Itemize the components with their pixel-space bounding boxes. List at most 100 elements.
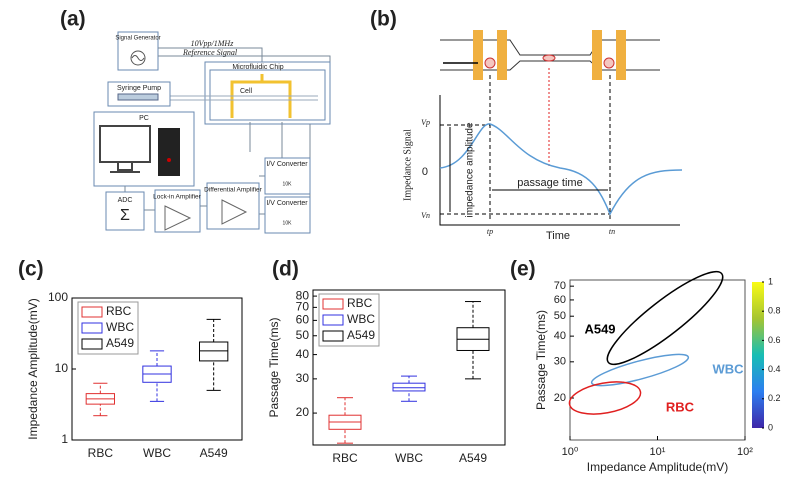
cluster-outline (606, 270, 724, 366)
colorbar-tick-label: 0.4 (768, 364, 781, 374)
x-tick-label: 10¹ (650, 446, 666, 458)
shape (449, 127, 608, 212)
shape (131, 55, 145, 61)
y-tick-label: 50 (296, 328, 310, 342)
legend-swatch (322, 330, 344, 342)
label: passage time (517, 177, 582, 189)
legend-label: RBC (106, 304, 132, 318)
y-tick-label: 40 (554, 330, 566, 342)
shape (264, 157, 311, 195)
y-axis-label: Passage Time(ms) (267, 317, 281, 417)
shape (204, 61, 331, 125)
legend-swatch (322, 314, 344, 326)
panel-label: (b) (370, 8, 397, 31)
x-tick-label: RBC (88, 446, 114, 460)
label: tn (609, 227, 615, 236)
label: 10K (283, 181, 293, 187)
x-tick-label: RBC (332, 451, 358, 465)
label: Microfluidic Chip (232, 64, 283, 71)
legend-swatch (81, 306, 103, 318)
legend-label: WBC (347, 312, 375, 326)
shape (473, 30, 483, 80)
x-tick-label: A549 (459, 451, 487, 465)
shape: Σ (120, 207, 130, 224)
label: tp (487, 227, 493, 236)
shape (154, 189, 201, 233)
plot-frame (312, 289, 506, 446)
shape (264, 196, 311, 234)
shape (439, 95, 680, 226)
shape (439, 123, 683, 216)
y-tick-label: 60 (554, 294, 566, 306)
legend-label: RBC (347, 296, 373, 310)
y-tick-label: 10 (55, 361, 69, 375)
y-tick-label: 20 (296, 405, 310, 419)
shape (110, 162, 140, 173)
y-tick-label: 20 (554, 392, 566, 404)
legend-swatch (81, 322, 103, 334)
shape (221, 199, 248, 225)
label: PC (139, 115, 149, 122)
y-tick-label: 30 (296, 371, 310, 385)
box (199, 341, 229, 362)
label: Differential Amplifier (204, 187, 263, 194)
shape (117, 93, 159, 101)
label: Impedance Signal (402, 129, 413, 201)
legend-label: A549 (347, 328, 375, 342)
legend-label: A549 (106, 336, 134, 350)
label: impedance amplitude (465, 122, 476, 217)
x-tick-label: A549 (200, 446, 228, 460)
y-tick-label: 70 (296, 300, 310, 314)
panel-label: (d) (272, 258, 299, 281)
label: Lock-in Amplifier (153, 194, 202, 201)
label: Vn (421, 211, 430, 220)
shape (158, 128, 180, 176)
cluster-label: WBC (712, 361, 744, 376)
shape (592, 30, 602, 80)
plot-frame (569, 279, 746, 441)
colorbar-tick-label: 0.2 (768, 393, 781, 403)
x-tick-label: WBC (395, 451, 423, 465)
shape (99, 125, 151, 163)
label: Syringe Pump (117, 85, 161, 92)
shape (105, 191, 145, 231)
cluster-label: RBC (666, 399, 695, 414)
label: ADC (118, 197, 133, 204)
shape (440, 75, 611, 222)
label: 10K (283, 220, 293, 226)
shape (209, 69, 326, 121)
shape (542, 54, 556, 62)
signal-diagram: Vp Vn 0 Impedance Signal impedance ampli… (402, 30, 683, 242)
shape (497, 30, 507, 80)
legend-swatch (81, 338, 103, 350)
label: Reference Signal (182, 48, 238, 57)
shape (164, 205, 192, 231)
cluster-label: A549 (584, 321, 615, 336)
panel-label: (e) (510, 258, 536, 281)
x-tick-label: WBC (143, 446, 171, 460)
colorbar-tick-label: 1 (768, 276, 773, 286)
label: Time (546, 230, 570, 242)
colorbar-tick-label: 0 (768, 422, 773, 432)
label: I/V Converter (266, 200, 308, 207)
setup-diagram: Signal Generator 10Vpp/1MHz Reference Si… (93, 31, 331, 234)
y-tick-label: 1 (61, 432, 68, 446)
y-tick-label: 40 (296, 347, 310, 361)
colorbar-tick-label: 0.6 (768, 335, 781, 345)
shape (130, 50, 146, 66)
label: Vp (421, 118, 430, 127)
y-tick-label: 50 (554, 310, 566, 322)
colorbar-tick-label: 0.8 (768, 306, 781, 316)
colorbar (752, 282, 764, 428)
cluster-outline (568, 381, 642, 415)
legend-swatch (322, 298, 344, 310)
x-tick-label: 10⁰ (562, 446, 579, 458)
y-tick-label: 80 (296, 288, 310, 302)
shape (167, 158, 171, 162)
panel-label: (a) (60, 8, 86, 31)
label: Signal Generator (115, 36, 160, 42)
label: 0 (422, 166, 428, 178)
y-tick-label: 100 (48, 290, 68, 304)
label: I/V Converter (266, 161, 308, 168)
